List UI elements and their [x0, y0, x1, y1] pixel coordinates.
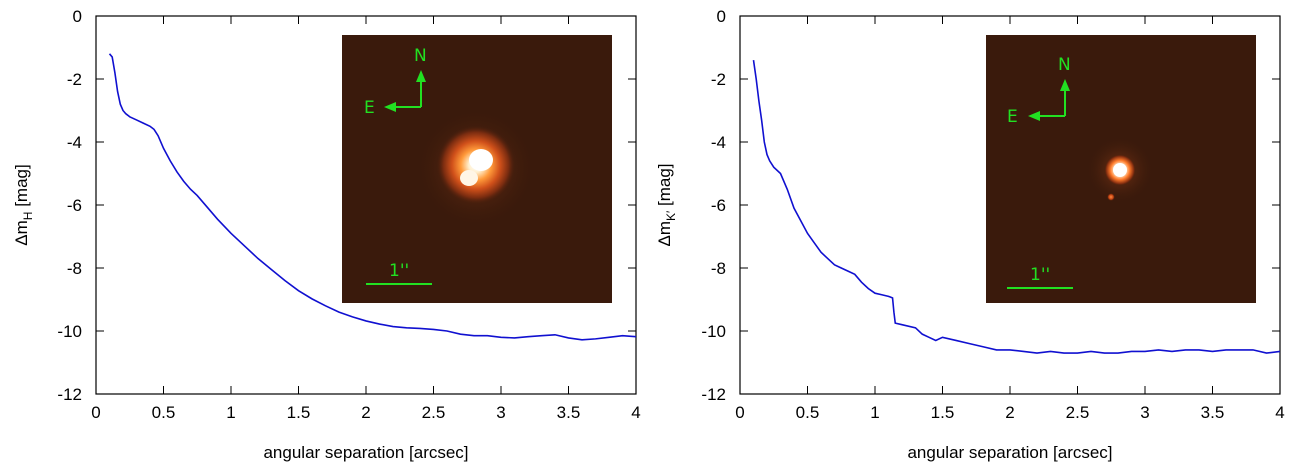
h-band-compass-east-arrowhead: [384, 102, 396, 112]
h-band-y-axis-label: ΔmH [mag]: [12, 164, 35, 245]
k-band-x-tick-label: 0.5: [796, 403, 820, 422]
h-band-x-tick-label: 4: [631, 403, 640, 422]
h-band-x-tick-label: 0: [91, 403, 100, 422]
k-band-plot-frame: [739, 15, 1281, 395]
k-band-compass-north-label: N: [1058, 55, 1071, 75]
h-band-x-tick-label: 3: [496, 403, 505, 422]
k-band-tick-labels: 0 0.5 1 1.5 2 2.5 3 3.5 4 0 -2 -4 -6 -8 -10 -12: [701, 7, 1284, 422]
k-band-y-tick-label: -4: [711, 133, 726, 152]
h-band-inset-image: N E 1'': [342, 35, 612, 303]
k-band-x-tick-label: 1: [870, 403, 879, 422]
h-band-x-tick-label: 2.5: [422, 403, 446, 422]
h-band-y-tick-label: -6: [67, 196, 82, 215]
h-band-y-tick-label: -12: [57, 385, 82, 404]
h-band-y-tick-label: -4: [67, 133, 82, 152]
k-band-y-tick-label: -12: [701, 385, 726, 404]
k-band-y-tick-label: 0: [717, 7, 726, 26]
h-band-scale-bar-label: 1'': [389, 261, 409, 281]
k-band-x-tick-label: 0: [735, 403, 744, 422]
k-band-y-tick-label: -8: [711, 259, 726, 278]
h-band-y-tick-label: -10: [57, 322, 82, 341]
h-band-binary-secondary: [460, 170, 478, 186]
h-band-y-tick-label: -2: [67, 70, 82, 89]
k-band-compass-north-arrowhead: [1060, 79, 1070, 91]
h-band-contrast-curve: [108, 53, 637, 341]
h-band-compass-north-label: N: [414, 46, 427, 66]
h-band-binary-primary: [469, 149, 493, 171]
k-band-companion: [1107, 193, 1115, 201]
k-band-x-tick-label: 2.5: [1066, 403, 1090, 422]
k-band-contrast-curve: [752, 59, 1281, 354]
k-band-x-tick-label: 3.5: [1201, 403, 1225, 422]
panel-k-band: 0 0.5 1 1.5 2 2.5 3 3.5 4 0 -2 -4 -6 -8 -10 -12 N E 1''…: [655, 7, 1285, 462]
k-band-inset-image: N E 1'': [986, 35, 1256, 303]
k-band-y-tick-label: -2: [711, 70, 726, 89]
k-band-x-tick-label: 1.5: [931, 403, 955, 422]
h-band-y-tick-label: 0: [73, 7, 82, 26]
k-band-y-tick-label: -10: [701, 322, 726, 341]
k-band-scale-bar-label: 1'': [1030, 265, 1050, 285]
h-band-compass-north-arrowhead: [416, 70, 426, 82]
k-band-x-tick-label: 2: [1005, 403, 1014, 422]
k-band-x-tick-label: 4: [1275, 403, 1284, 422]
h-band-x-tick-label: 0.5: [152, 403, 176, 422]
k-band-compass-east-label: E: [1007, 107, 1018, 127]
h-band-x-axis-label: angular separation [arcsec]: [263, 443, 468, 462]
k-band-x-axis-label: angular separation [arcsec]: [907, 443, 1112, 462]
h-band-plot-frame: [95, 15, 637, 395]
h-band-x-tick-label: 3.5: [557, 403, 581, 422]
k-band-compass-east-arrowhead: [1028, 111, 1040, 121]
k-band-primary-star: [1113, 163, 1127, 177]
panel-h-band: 0 0.5 1 1.5 2 2.5 3 3.5 4 0 -2 -4 -6 -8 -10 -12 N E 1''…: [12, 7, 641, 462]
h-band-x-tick-label: 2: [361, 403, 370, 422]
k-band-y-axis-label: ΔmK′ [mag]: [655, 163, 678, 246]
k-band-x-tick-label: 3: [1140, 403, 1149, 422]
h-band-x-tick-label: 1: [226, 403, 235, 422]
h-band-y-tick-label: -8: [67, 259, 82, 278]
h-band-x-tick-label: 1.5: [287, 403, 311, 422]
h-band-compass-east-label: E: [364, 98, 375, 118]
h-band-tick-labels: 0 0.5 1 1.5 2 2.5 3 3.5 4 0 -2 -4 -6 -8 -10 -12: [57, 7, 640, 422]
k-band-y-tick-label: -6: [711, 196, 726, 215]
